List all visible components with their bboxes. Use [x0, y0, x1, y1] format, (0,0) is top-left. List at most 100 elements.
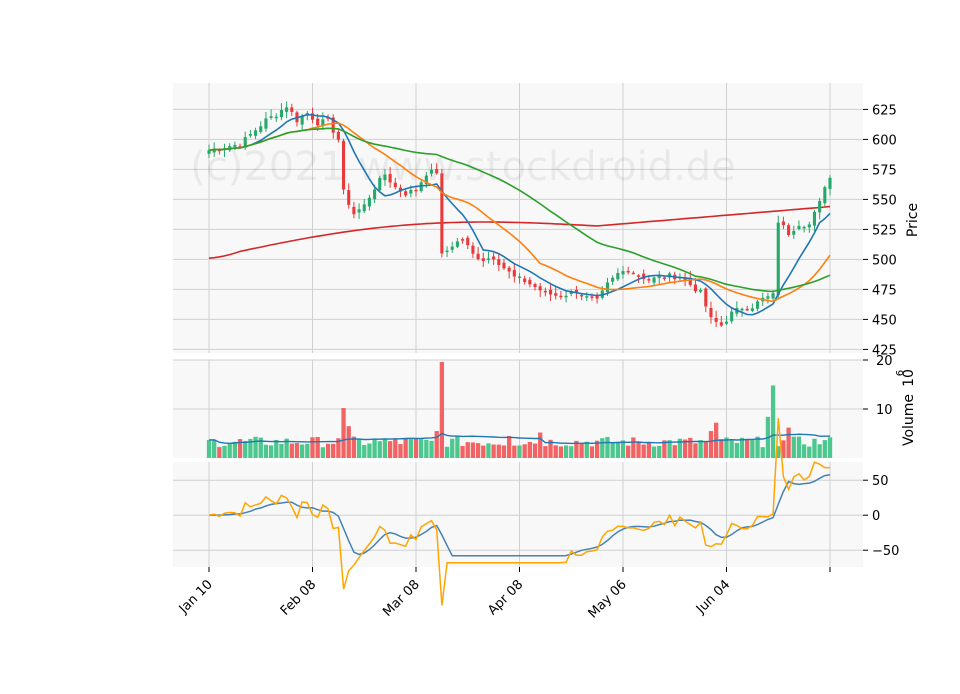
volume-bar	[387, 441, 393, 458]
candle-body	[393, 182, 397, 188]
volume-bar	[817, 444, 822, 458]
volume-bar	[755, 436, 760, 458]
ma-200-line	[208, 205, 831, 259]
volume-bar	[688, 437, 693, 458]
candle-body	[512, 269, 516, 277]
volume-bar	[522, 444, 527, 458]
candle-body	[404, 191, 408, 196]
volume-ma-line	[208, 432, 830, 445]
volume-bar	[336, 438, 341, 458]
volume-bar	[346, 426, 351, 458]
volume-bar	[750, 439, 755, 458]
volume-bar	[517, 445, 522, 458]
candlesticks	[207, 101, 832, 328]
oscillator-lines	[208, 418, 831, 606]
candle-body	[812, 211, 817, 226]
price-tick-label: 525	[872, 223, 897, 238]
volume-bar	[237, 439, 243, 458]
candle-body	[554, 293, 558, 296]
candle-body	[486, 258, 491, 260]
volume-bar	[496, 444, 501, 458]
volume-bar	[641, 444, 646, 458]
candle-body	[828, 177, 832, 189]
candle-body	[766, 296, 770, 299]
candle-body	[683, 277, 687, 280]
volume-bar	[558, 446, 564, 458]
volume-bar	[698, 440, 703, 458]
volume-bar	[227, 443, 232, 458]
volume-bar	[594, 440, 600, 458]
grid-lines	[173, 83, 863, 567]
volume-bar	[450, 438, 455, 458]
candle-body	[595, 295, 599, 299]
volume-bar	[367, 443, 372, 458]
candle-body	[507, 267, 511, 272]
candle-body	[326, 117, 330, 119]
candle-body	[476, 253, 480, 260]
candle-body	[300, 116, 304, 125]
volume-tick-label: 20	[876, 354, 893, 369]
volume-bar	[460, 445, 465, 458]
volume-bar	[600, 438, 605, 458]
volume-bar	[243, 440, 248, 458]
candle-body	[709, 308, 713, 318]
volume-bar	[631, 437, 636, 458]
candle-body	[212, 148, 216, 153]
volume-bar	[315, 436, 320, 458]
x-tick-label: Jan 10	[176, 577, 216, 617]
volume-bar	[419, 439, 424, 458]
candle-body	[254, 130, 258, 136]
volume-bar	[512, 445, 517, 458]
candle-body	[378, 177, 382, 191]
candle-body	[517, 276, 522, 278]
volume-bar	[620, 440, 626, 458]
volume-bar	[672, 445, 677, 458]
candle-body	[704, 288, 708, 307]
candle-body	[455, 241, 459, 247]
candle-body	[647, 279, 651, 281]
candle-body	[481, 258, 485, 262]
volume-bar	[527, 441, 533, 458]
x-tick-label: Apr 08	[485, 577, 526, 618]
volume-bar	[724, 437, 729, 458]
volume-bar	[796, 436, 802, 458]
candle-body	[730, 311, 734, 322]
oscillator-tick-label: 50	[872, 474, 889, 489]
price-tick-label: 575	[872, 163, 897, 178]
volume-bar	[481, 445, 486, 458]
candle-body	[792, 230, 796, 235]
candle-body	[631, 272, 635, 275]
volume-bar	[424, 439, 429, 458]
volume-bar	[506, 435, 512, 458]
candle-body	[357, 209, 361, 213]
volume-bars	[206, 361, 833, 458]
volume-bar	[734, 442, 740, 458]
ma-20-line	[208, 122, 831, 303]
volume-bar	[745, 439, 750, 458]
volume-bar	[429, 440, 434, 458]
volume-bar	[325, 443, 331, 458]
candle-body	[564, 295, 568, 298]
candle-body	[652, 277, 656, 283]
candle-body	[642, 273, 646, 280]
candle-body	[367, 197, 371, 207]
candle-body	[471, 245, 475, 254]
candle-body	[414, 189, 418, 192]
volume-bar	[708, 431, 714, 458]
volume-bar	[217, 447, 222, 458]
candle-body	[238, 146, 242, 148]
x-tick-label: Mar 08	[380, 577, 423, 620]
oscillator-tick-label: −50	[872, 544, 899, 559]
candle-body	[347, 190, 351, 205]
volume-bar	[382, 438, 388, 458]
candle-body	[662, 277, 666, 279]
long-moving-average	[208, 205, 831, 259]
volume-bar	[268, 445, 274, 458]
candle-body	[750, 308, 754, 311]
volume-axis-exponent: 6	[895, 370, 906, 376]
candle-body	[316, 118, 320, 126]
candle-body	[740, 308, 744, 311]
volume-bar	[682, 439, 688, 458]
volume-bar	[263, 444, 269, 458]
candle-body	[797, 225, 801, 230]
